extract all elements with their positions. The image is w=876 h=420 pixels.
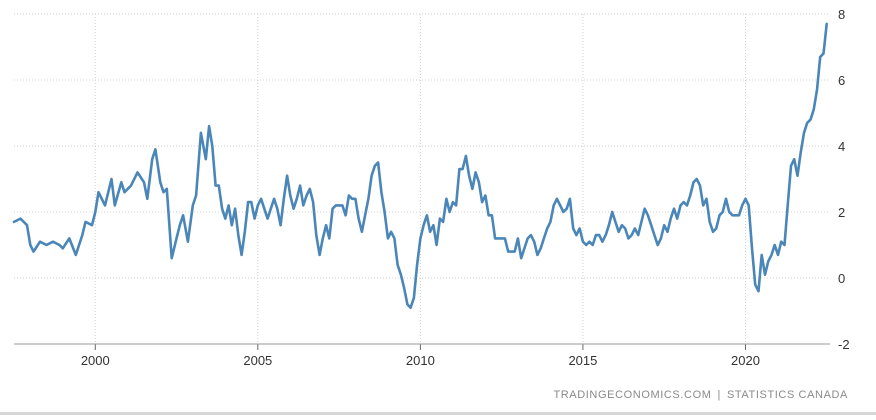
x-tick-label: 2010 xyxy=(406,353,435,368)
chart-grid xyxy=(14,13,830,345)
y-axis: -2 0 2 4 6 8 xyxy=(838,7,850,352)
x-tick-label: 2020 xyxy=(731,353,760,368)
x-tick-label: 2015 xyxy=(568,353,597,368)
y-tick-label: 0 xyxy=(838,271,845,286)
y-tick-label: 8 xyxy=(838,7,845,22)
y-tick-label: 2 xyxy=(838,205,845,220)
source-site-label: TRADINGECONOMICS.COM xyxy=(553,389,712,401)
y-tick-label: 6 xyxy=(838,73,845,88)
x-tick-label: 2000 xyxy=(81,353,110,368)
source-credit: TRADINGECONOMICS.COM | STATISTICS CANADA xyxy=(553,389,848,401)
source-org-label: STATISTICS CANADA xyxy=(726,389,848,401)
source-separator: | xyxy=(717,389,721,401)
y-tick-label: 4 xyxy=(838,139,845,154)
y-tick-label: -2 xyxy=(838,337,850,352)
series-line xyxy=(12,22,828,309)
x-tick-label: 2005 xyxy=(243,353,272,368)
x-axis: 2000 2005 2010 2015 2020 xyxy=(14,343,830,368)
bottom-divider xyxy=(0,412,876,415)
